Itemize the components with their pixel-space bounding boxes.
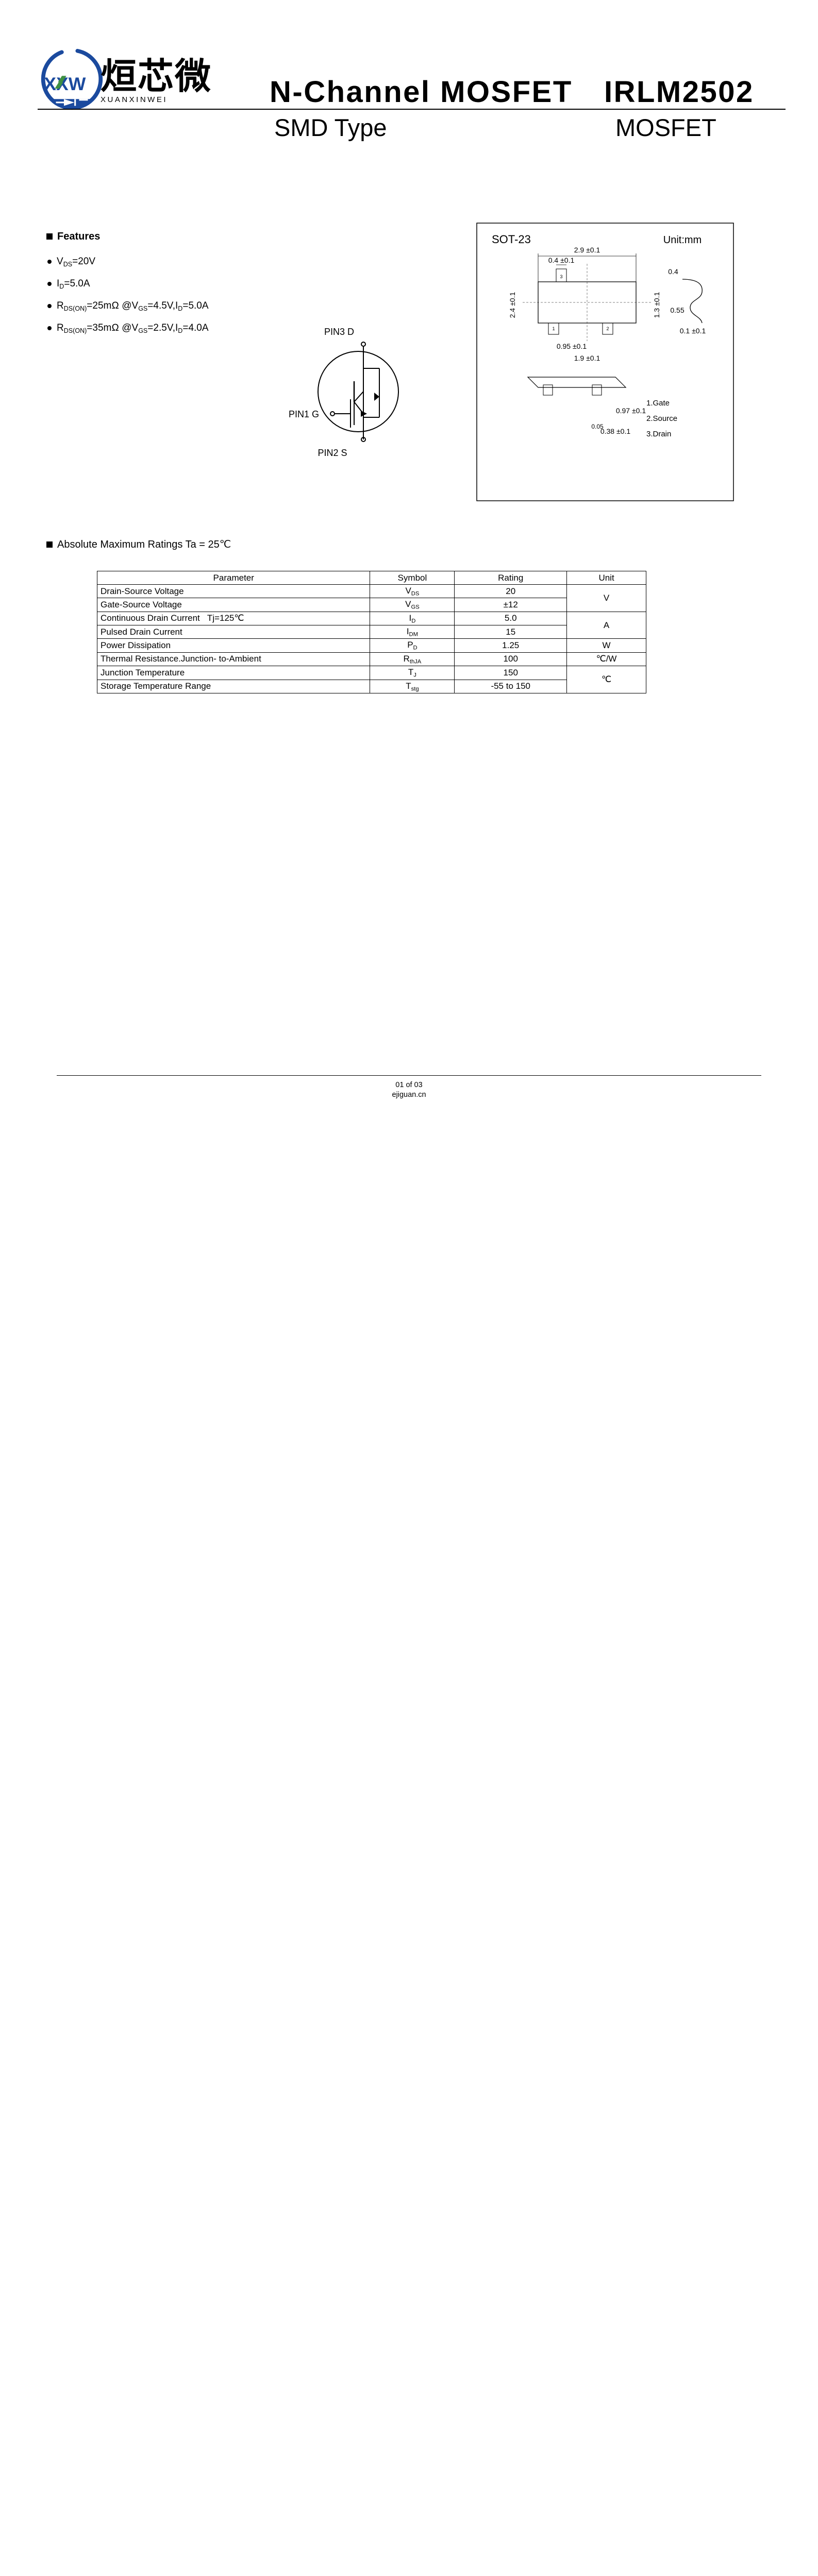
svg-text:2.Source: 2.Source (646, 414, 677, 423)
svg-text:0.05: 0.05 (591, 423, 604, 430)
svg-text:2: 2 (606, 326, 609, 331)
svg-text:Unit:mm: Unit:mm (663, 234, 702, 246)
svg-text:1.Gate: 1.Gate (646, 399, 670, 408)
svg-text:3: 3 (560, 274, 562, 279)
svg-text:0.4: 0.4 (668, 267, 678, 276)
svg-text:PIN3 D: PIN3 D (324, 327, 354, 337)
svg-text:PIN2 S: PIN2 S (318, 448, 347, 458)
svg-text:0.97 ±0.1: 0.97 ±0.1 (616, 406, 646, 415)
svg-text:0.95 ±0.1: 0.95 ±0.1 (557, 342, 587, 350)
svg-text:1.9 ±0.1: 1.9 ±0.1 (574, 354, 600, 362)
svg-text:0.1 ±0.1: 0.1 ±0.1 (680, 327, 706, 335)
svg-text:2.4 ±0.1: 2.4 ±0.1 (508, 292, 516, 318)
svg-text:PIN1 G: PIN1 G (289, 409, 319, 419)
svg-text:1: 1 (552, 326, 555, 331)
svg-text:3.Drain: 3.Drain (646, 430, 671, 438)
svg-text:1.3 ±0.1: 1.3 ±0.1 (653, 292, 661, 318)
svg-text:0.55: 0.55 (670, 306, 684, 314)
svg-text:0.38 ±0.1: 0.38 ±0.1 (600, 427, 630, 435)
svg-text:0.4 ±0.1: 0.4 ±0.1 (548, 256, 575, 264)
svg-text:SOT-23: SOT-23 (492, 233, 531, 246)
svg-text:2.9 ±0.1: 2.9 ±0.1 (574, 246, 600, 254)
